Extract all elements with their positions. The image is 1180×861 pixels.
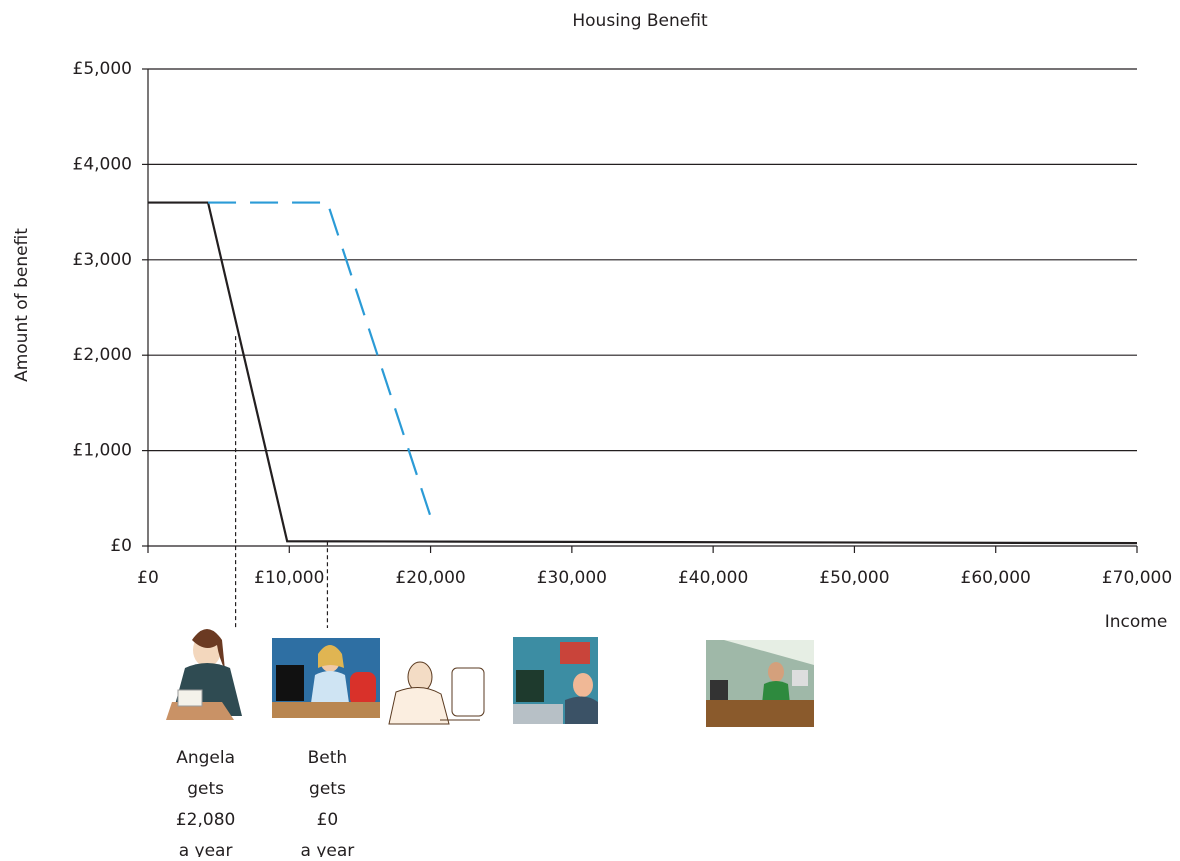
annotation-text: a year (179, 841, 233, 857)
y-tick-label: £3,000 (73, 250, 132, 270)
series-line (208, 201, 434, 524)
x-tick-label: £50,000 (819, 568, 889, 588)
illustration (166, 629, 242, 720)
annotation-text: £2,080 (176, 810, 235, 830)
y-tick-label: £5,000 (73, 59, 132, 79)
annotation-text: Beth (308, 748, 348, 768)
illustration (706, 640, 814, 727)
annotation-text: gets (187, 779, 224, 799)
x-tick-label: £10,000 (254, 568, 324, 588)
annotation-text: £0 (317, 810, 339, 830)
chart-title: Housing Benefit (572, 11, 708, 31)
y-tick-label: £1,000 (73, 441, 132, 461)
x-tick-label: £0 (137, 568, 159, 588)
y-tick-label: £0 (110, 536, 132, 556)
x-tick-label: £70,000 (1102, 568, 1172, 588)
y-axis-label: Amount of benefit (12, 228, 32, 382)
y-tick-label: £4,000 (73, 154, 132, 174)
y-tick-label: £2,000 (73, 345, 132, 365)
x-axis-label: Income (1105, 612, 1168, 632)
illustration (272, 638, 380, 718)
illustration (388, 661, 485, 725)
series-line (148, 201, 1138, 545)
x-tick-label: £20,000 (395, 568, 465, 588)
annotation-text: Angela (176, 748, 235, 768)
x-tick-label: £30,000 (537, 568, 607, 588)
annotation-text: a year (301, 841, 355, 857)
illustration (513, 637, 598, 724)
annotation-text: gets (309, 779, 346, 799)
x-tick-label: £40,000 (678, 568, 748, 588)
x-tick-label: £60,000 (961, 568, 1031, 588)
